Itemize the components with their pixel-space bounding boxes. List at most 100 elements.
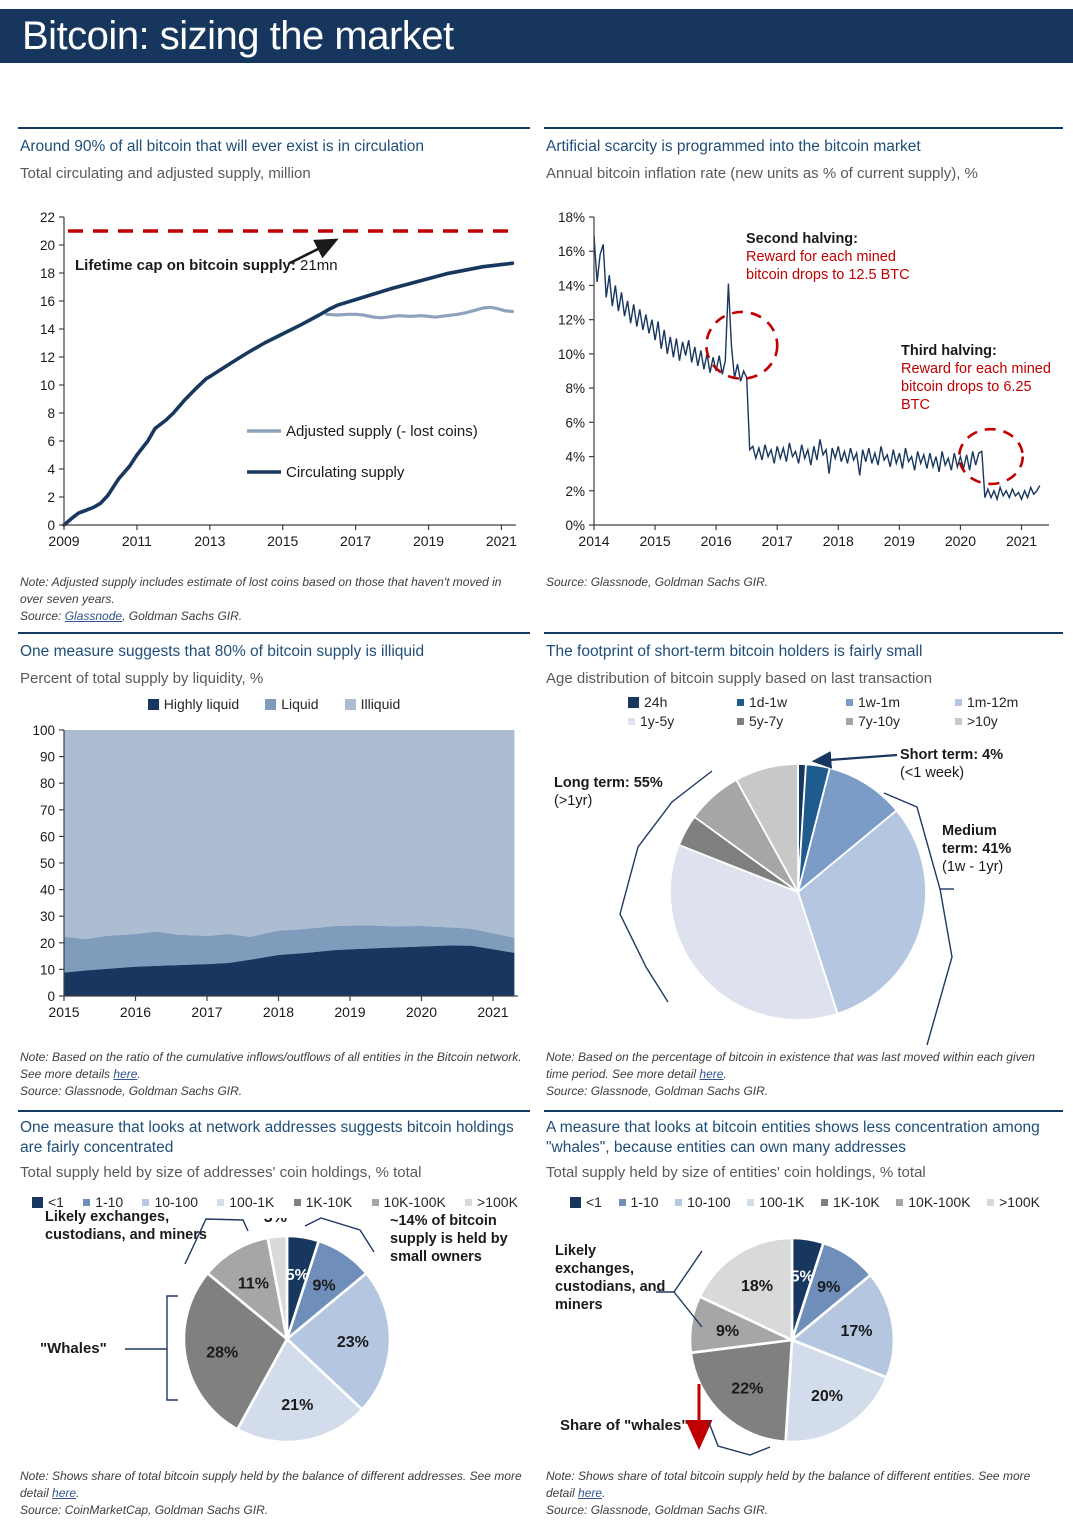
panel-supply: Around 90% of all bitcoin that will ever…	[18, 127, 530, 632]
legend-swatch-icon	[217, 1198, 225, 1206]
svg-text:70: 70	[40, 803, 55, 818]
note-link[interactable]: here	[52, 1485, 77, 1500]
note-text: Note: Based on the percentage of bitcoin…	[546, 1050, 1035, 1081]
panel-note: Note: Shows share of total bitcoin suppl…	[20, 1468, 524, 1518]
note-link[interactable]: here	[699, 1066, 724, 1081]
svg-text:2017: 2017	[191, 1004, 222, 1020]
legend-label: 5y-7y	[749, 713, 784, 729]
svg-text:Circulating supply: Circulating supply	[286, 464, 405, 481]
age-legend: 24h 1d-1w 1w-1m 1m-12m 1y-5y 5y-7y 7y-10y >10y	[628, 694, 1064, 729]
svg-text:18%: 18%	[558, 210, 585, 225]
svg-text:0%: 0%	[565, 518, 585, 533]
note-text: .	[76, 1485, 80, 1500]
svg-text:8: 8	[47, 406, 55, 421]
svg-text:0: 0	[47, 989, 55, 1004]
legend-swatch-icon	[265, 698, 277, 710]
panel-subtitle: Percent of total supply by liquidity, %	[20, 670, 264, 687]
svg-text:2020: 2020	[406, 1004, 437, 1020]
panel-heading: One measure that looks at network addres…	[20, 1119, 514, 1157]
legend-swatch-icon	[675, 1198, 683, 1206]
legend-label: 1-10	[95, 1194, 124, 1210]
legend-swatch-icon	[747, 1198, 755, 1206]
panel-entities: A measure that looks at bitcoin entities…	[544, 1110, 1063, 1533]
legend-item: 1d-1w	[737, 694, 846, 710]
legend-swatch-icon	[142, 1198, 150, 1206]
legend-item: 10K-100K	[371, 1194, 446, 1210]
legend-item: 1K-10K	[821, 1194, 880, 1210]
note-text: Note: Shows share of total bitcoin suppl…	[20, 1469, 522, 1500]
svg-text:4%: 4%	[565, 450, 585, 465]
panel-heading: Artificial scarcity is programmed into t…	[546, 138, 921, 155]
legend-item: >10y	[955, 713, 1064, 729]
note-text: Source: Glassnode, Goldman Sachs GIR.	[546, 1083, 769, 1098]
legend-label: 1K-10K	[833, 1194, 880, 1210]
legend-swatch-icon	[344, 698, 356, 710]
entities-legend: <1 1-10 10-100 100-1K 1K-10K 10K-100K >100K	[570, 1194, 1040, 1210]
legend-label: 1w-1m	[858, 694, 901, 710]
legend-swatch-icon	[293, 1198, 301, 1206]
pie-slice->100K	[266, 1234, 289, 1341]
legend-label: 10-100	[154, 1194, 199, 1210]
note-text: , Goldman Sachs GIR.	[122, 608, 243, 623]
legend-item: 1-10	[618, 1194, 659, 1210]
legend-item: Liquid	[265, 696, 319, 712]
note-link[interactable]: Glassnode	[64, 608, 123, 623]
legend-item: 10-100	[142, 1194, 198, 1210]
svg-text:20: 20	[40, 936, 55, 951]
legend-swatch-icon	[628, 696, 639, 708]
note-text: .	[723, 1066, 727, 1081]
note-text: Source: CoinMarketCap, Goldman Sachs GIR…	[20, 1502, 269, 1517]
legend-swatch-icon	[846, 698, 853, 706]
svg-text:2021: 2021	[486, 533, 517, 549]
legend-item: >100K	[465, 1194, 518, 1210]
third-halving-annotation: Third halving: Reward for each mined bit…	[901, 343, 1051, 414]
svg-text:30: 30	[40, 909, 55, 924]
svg-text:2018: 2018	[823, 533, 854, 549]
panel-note: Source: Glassnode, Goldman Sachs GIR.	[546, 574, 1057, 591]
svg-text:10%: 10%	[558, 347, 585, 362]
page-header: Bitcoin: sizing the market	[0, 9, 1073, 63]
legend-swatch-icon	[618, 1198, 626, 1206]
svg-text:9%: 9%	[716, 1323, 739, 1340]
svg-text:2016: 2016	[701, 533, 732, 549]
legend-swatch-icon	[955, 717, 962, 725]
panel-heading: The footprint of short-term bitcoin hold…	[546, 643, 923, 660]
cap-annotation: Lifetime cap on bitcoin supply: 21mn	[75, 257, 338, 274]
inflation-line-chart: 0% 2% 4% 6% 8% 10% 12% 14% 16% 18% 2014 2015 2016 201…	[558, 210, 1049, 549]
svg-text:21%: 21%	[281, 1397, 313, 1414]
svg-text:9%: 9%	[312, 1277, 335, 1294]
liquidity-legend: Highly liquid Liquid Illiquid	[18, 696, 530, 712]
legend-item: 1m-12m	[955, 694, 1064, 710]
pie-slice-1K-10K	[182, 1272, 289, 1431]
svg-text:2017: 2017	[762, 533, 793, 549]
note-link[interactable]: here	[578, 1485, 603, 1500]
svg-text:50: 50	[40, 856, 55, 871]
legend-label: Liquid	[281, 696, 319, 712]
svg-text:0: 0	[47, 518, 55, 533]
small-owners-annotation: ~14% of bitcoin supply is held by small …	[390, 1213, 508, 1266]
svg-text:5%: 5%	[791, 1269, 814, 1286]
legend-item: 5y-7y	[737, 713, 846, 729]
medium-term-annotation: Medium term: 41% (1w - 1yr)	[942, 823, 1012, 876]
legend-label: 100-1K	[229, 1194, 275, 1210]
legend-label: 10K-100K	[383, 1194, 446, 1210]
legend-label: 1d-1w	[749, 694, 788, 710]
legend-label: 1m-12m	[967, 694, 1019, 710]
svg-text:16: 16	[40, 294, 55, 309]
note-link[interactable]: here	[113, 1066, 138, 1081]
svg-text:10: 10	[40, 378, 55, 393]
svg-text:9%: 9%	[817, 1279, 840, 1296]
legend-swatch-icon	[147, 698, 159, 710]
legend-label: 1K-10K	[305, 1194, 353, 1210]
legend-item: Highly liquid	[147, 696, 239, 712]
pie-slice-1K-10K	[689, 1338, 794, 1444]
svg-text:40: 40	[40, 883, 55, 898]
svg-text:11%: 11%	[238, 1275, 269, 1292]
legend-item: 1K-10K	[293, 1194, 353, 1210]
svg-text:2016: 2016	[120, 1004, 151, 1020]
legend-swatch-icon	[955, 698, 962, 706]
legend-label: <1	[48, 1194, 64, 1210]
legend-item: >100K	[987, 1194, 1040, 1210]
svg-text:2011: 2011	[122, 533, 152, 549]
